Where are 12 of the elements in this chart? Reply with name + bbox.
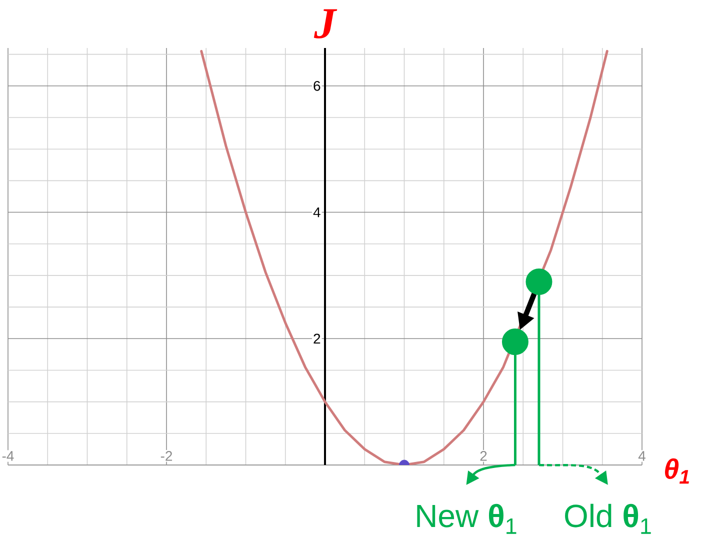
x-tick-label: -2 [160, 451, 172, 461]
y-tick-label: 6 [314, 80, 320, 91]
y-tick-label: 2 [314, 334, 320, 344]
x-tick-label: -4 [2, 451, 14, 461]
x-tick-label: 4 [638, 451, 646, 461]
text: Old θ$_{1}$ [565, 504, 651, 534]
y-tick-label: 4 [313, 207, 320, 218]
y-axis-title: J [314, 9, 338, 38]
x-tick-label: 2 [480, 451, 487, 461]
text: New θ$_{1}$ [417, 504, 516, 534]
line-series [200, 50, 608, 465]
x-axis-title: θ$_{1}$ [665, 458, 689, 484]
